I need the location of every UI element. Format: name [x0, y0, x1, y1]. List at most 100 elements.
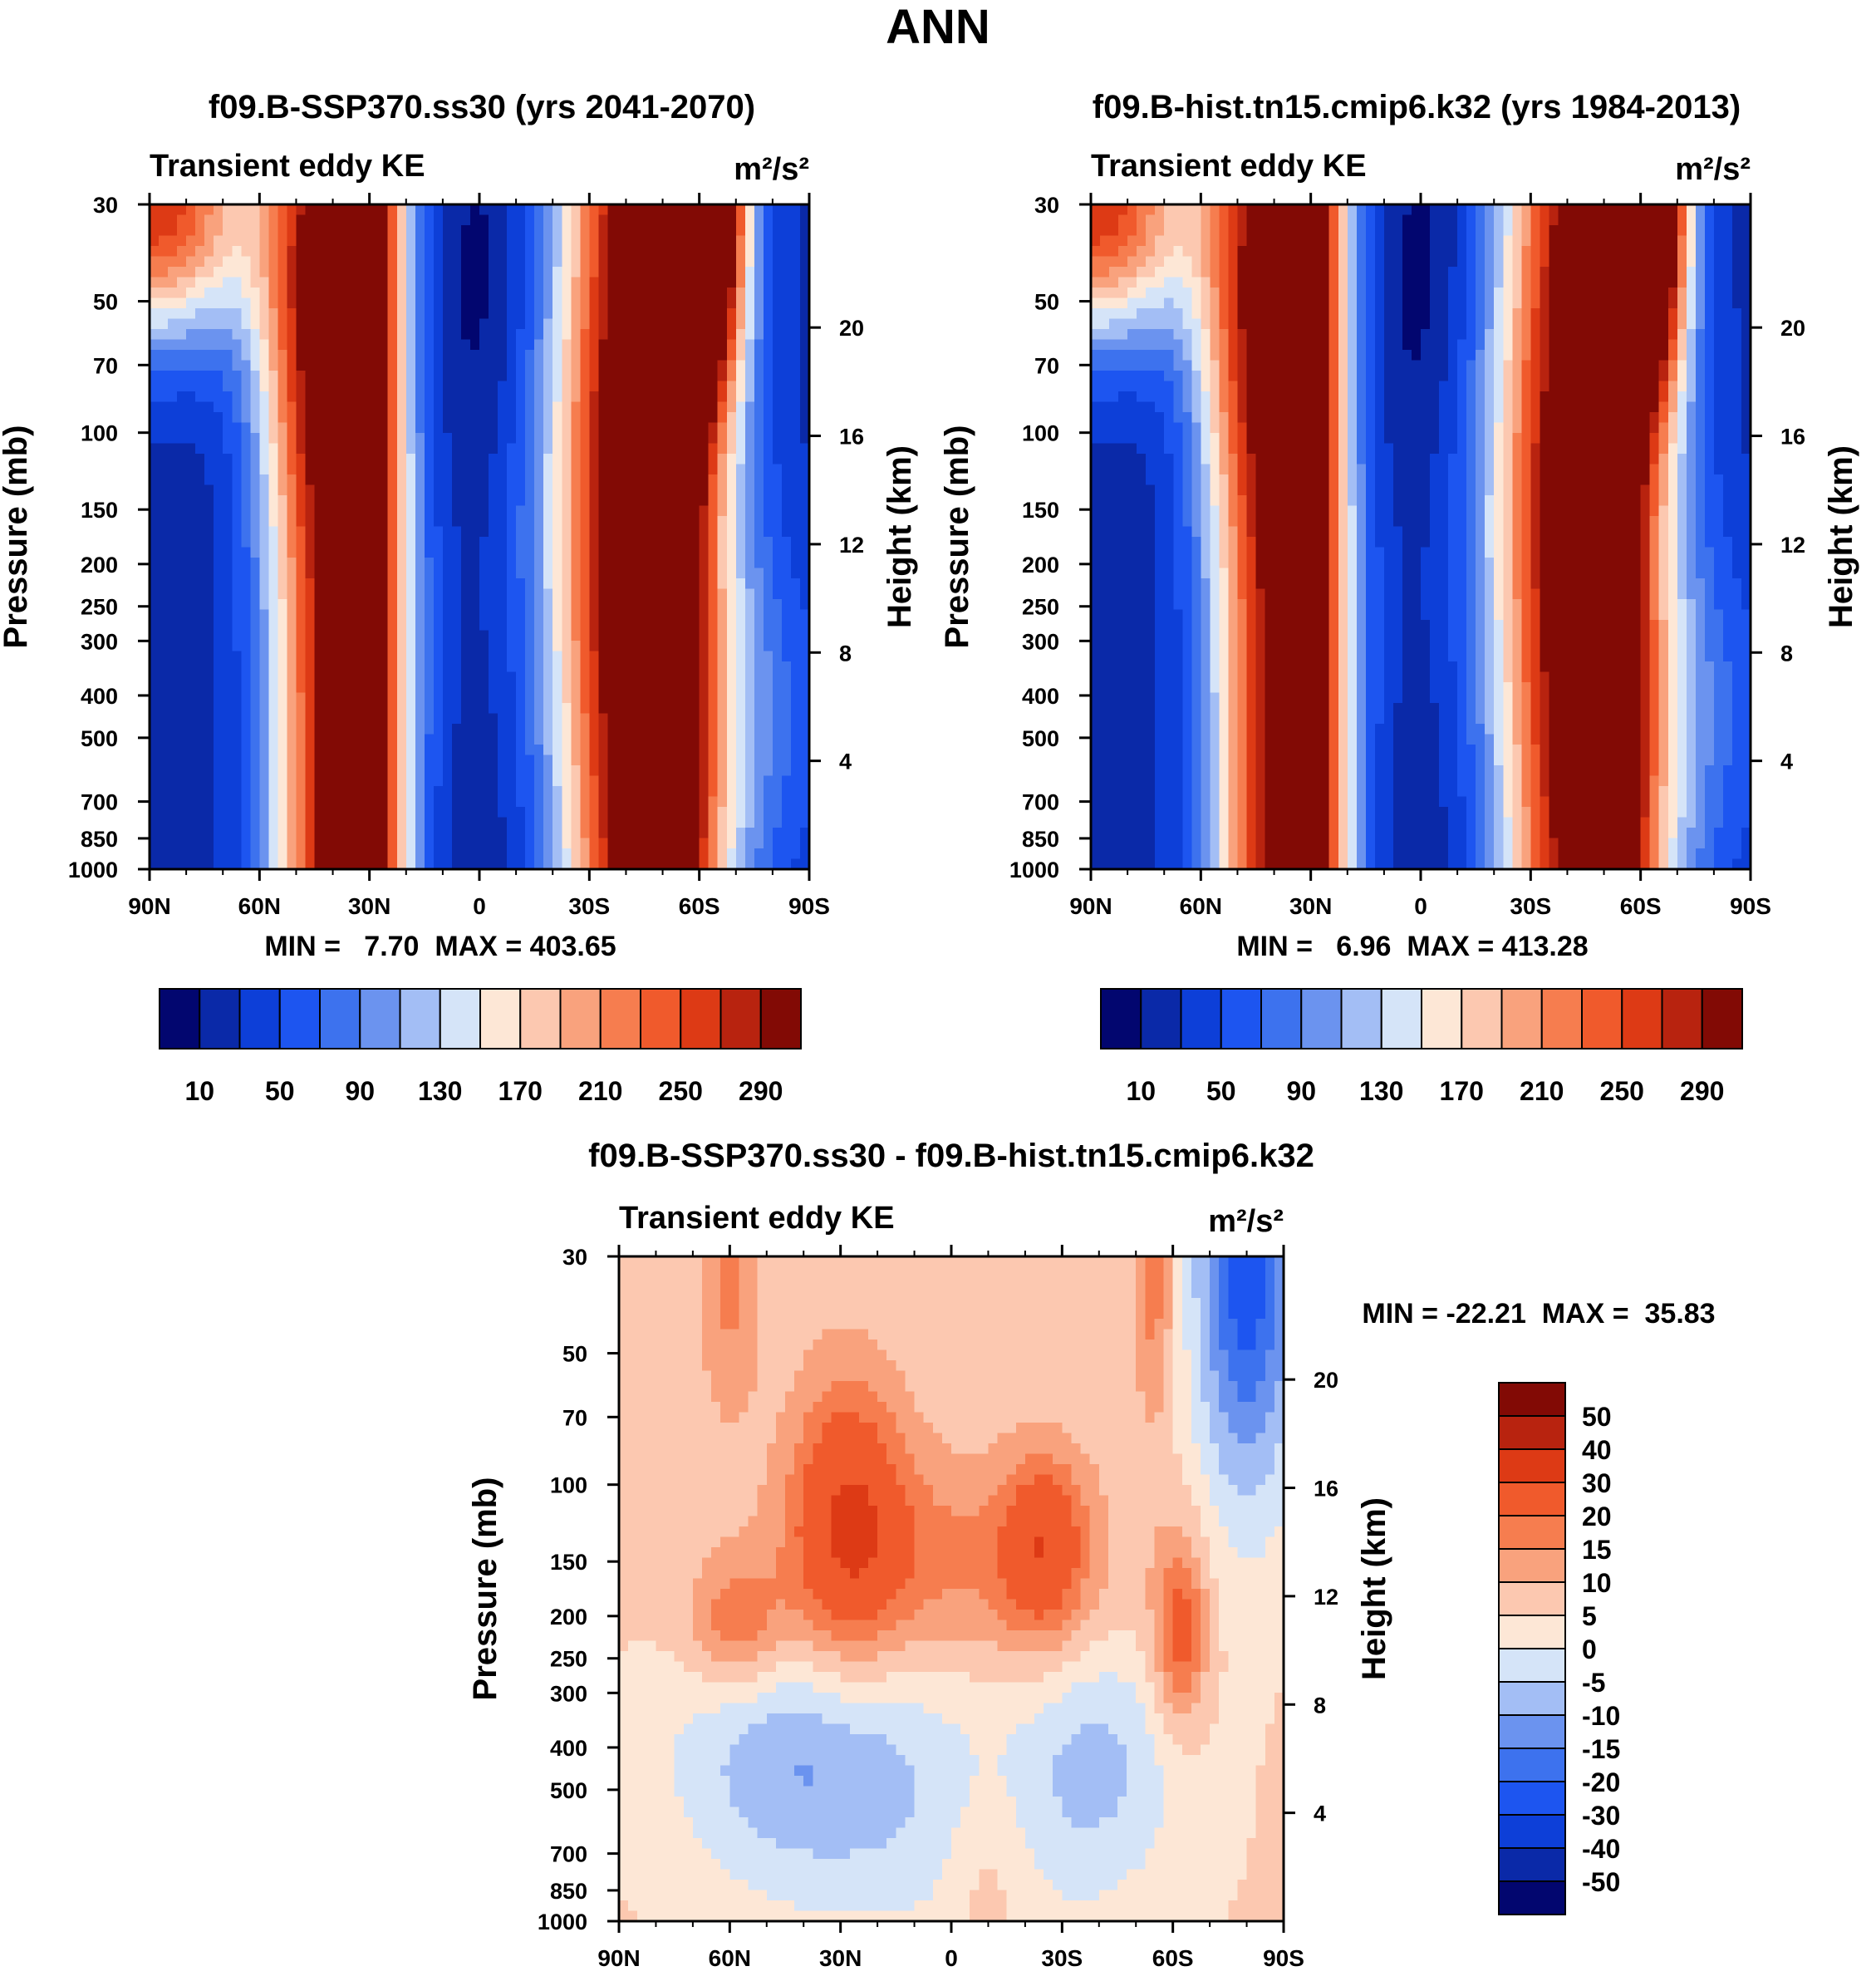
ssp370-cell	[277, 526, 288, 538]
ssp370-cell	[150, 412, 160, 424]
ssp370-cell	[442, 297, 453, 309]
ssp370-cell	[772, 474, 783, 486]
ssp370-cell	[296, 703, 307, 715]
ssp370-cell	[498, 329, 508, 341]
ssp370-cell	[451, 775, 462, 787]
ssp370-cell	[369, 214, 380, 226]
ssp370-cell	[223, 443, 233, 455]
ssp370-cell	[259, 807, 269, 818]
historical-cell	[1201, 225, 1211, 237]
ssp370-cell	[378, 817, 389, 828]
ssp370-cell	[726, 765, 737, 777]
ssp370-cell	[598, 526, 608, 538]
ssp370-cell	[177, 256, 187, 268]
ssp370-cell	[525, 412, 535, 424]
ssp370-cell	[305, 267, 316, 278]
ssp370-cell	[150, 401, 160, 413]
ssp370-cell	[223, 454, 233, 465]
ssp370-cell	[405, 724, 416, 735]
ssp370-cell	[598, 214, 608, 226]
ssp370-cell	[451, 433, 462, 445]
historical-cell	[1109, 235, 1119, 247]
ssp370-cell	[415, 858, 425, 869]
ssp370-cell	[460, 464, 471, 475]
ssp370-cell	[580, 329, 590, 341]
ssp370-cell	[653, 838, 664, 849]
ssp370-cell	[626, 641, 636, 652]
ssp370-cell	[607, 256, 618, 268]
ssp370-cell	[168, 755, 178, 766]
ssp370-cell	[644, 817, 655, 828]
ssp370-cell	[525, 391, 535, 403]
ssp370-cell	[781, 599, 792, 611]
ssp370-cell	[195, 505, 205, 517]
ssp370-cell	[451, 620, 462, 632]
ssp370-cell	[763, 214, 773, 226]
ssp370-cell	[277, 443, 288, 455]
ssp370-cell	[616, 505, 627, 517]
ssp370-cell	[589, 537, 599, 548]
ssp370-cell	[680, 775, 691, 787]
ssp370-cell	[653, 214, 664, 226]
ssp370-cell	[159, 391, 169, 403]
ssp370-cell	[323, 765, 334, 777]
ssp370-cell	[616, 401, 627, 413]
ssp370-cell	[204, 526, 214, 538]
ssp370-cell	[177, 288, 187, 299]
ssp370-cell	[378, 464, 389, 475]
ssp370-cell	[186, 599, 196, 611]
ssp370-cell	[479, 630, 489, 641]
ssp370-cell	[653, 329, 664, 341]
ssp370-cell	[489, 547, 498, 558]
ssp370-cell	[277, 838, 288, 849]
ssp370-cell	[571, 401, 581, 413]
ssp370-cell	[717, 516, 728, 528]
ssp370-cell	[442, 588, 453, 600]
ssp370-cell	[469, 516, 480, 528]
ssp370-cell	[717, 297, 728, 309]
ssp370-cell	[433, 360, 444, 371]
historical-cell	[1100, 235, 1110, 247]
historical-cell	[1649, 214, 1660, 226]
ssp370-cell	[708, 401, 719, 413]
ssp370-cell	[460, 318, 471, 330]
historical-cell	[1530, 225, 1540, 237]
ssp370-cell	[635, 724, 646, 735]
ssp370-cell	[671, 214, 682, 226]
ssp370-cell	[644, 329, 655, 341]
ssp370-cell	[635, 433, 646, 445]
ssp370-cell	[277, 214, 288, 226]
ssp370-cell	[726, 391, 737, 403]
ssp370-cell	[534, 267, 544, 278]
ssp370-cell	[351, 599, 361, 611]
ssp370-cell	[259, 401, 269, 413]
historical-cell	[1100, 214, 1110, 226]
ssp370-cell	[405, 526, 416, 538]
ssp370-cell	[489, 641, 498, 652]
ssp370-cell	[296, 630, 307, 641]
ssp370-cell	[708, 641, 719, 652]
ssp370-cell	[195, 724, 205, 735]
ssp370-cell	[159, 516, 169, 528]
ssp370-cell	[763, 630, 773, 641]
ssp370-cell	[469, 297, 480, 309]
ssp370-cell	[534, 297, 544, 309]
ssp370-cell	[223, 588, 233, 600]
ssp370-cell	[214, 516, 223, 528]
ssp370-cell	[351, 412, 361, 424]
ssp370-cell	[662, 796, 673, 808]
ssp370-cell	[626, 204, 636, 216]
ssp370-cell	[626, 786, 636, 798]
ssp370-cell	[195, 495, 205, 507]
ssp370-cell	[571, 256, 581, 268]
ssp370-cell	[562, 537, 572, 548]
ssp370-cell	[168, 775, 178, 787]
ssp370-cell	[159, 360, 169, 371]
ssp370-cell	[250, 484, 260, 496]
ssp370-cell	[369, 588, 380, 600]
ssp370-cell	[607, 288, 618, 299]
ssp370-cell	[296, 339, 307, 351]
ssp370-cell	[150, 297, 160, 309]
historical-cell	[1219, 235, 1230, 247]
ssp370-cell	[699, 671, 710, 683]
